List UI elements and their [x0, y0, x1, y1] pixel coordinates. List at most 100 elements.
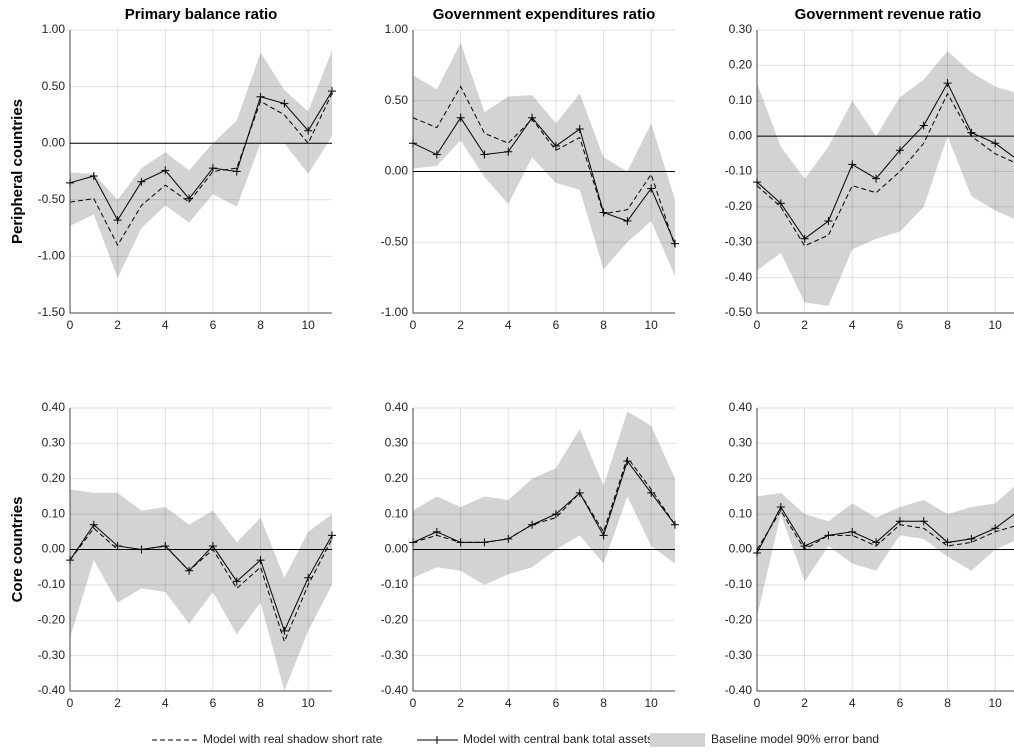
- marker: [137, 177, 146, 186]
- marker: [943, 538, 952, 547]
- x-tick-label: 2: [457, 696, 464, 710]
- y-tick-label: -0.20: [725, 612, 753, 626]
- panel: -0.40 -0.30 -0.20 -0.10 0.00 0.10 0.20 0.30 0.40…: [381, 400, 679, 710]
- line: [412, 456, 676, 543]
- x-tick-label: 8: [600, 696, 607, 710]
- y-tick-label: -0.10: [725, 164, 753, 178]
- line: [756, 506, 1014, 554]
- marker: [824, 531, 833, 540]
- marker: [872, 538, 881, 547]
- marker: [647, 184, 656, 193]
- x-tick-label: 8: [600, 318, 607, 332]
- y-tick-label: -0.40: [725, 683, 753, 697]
- x-tick-label: 6: [210, 696, 217, 710]
- y-tick-label: 0.00: [385, 164, 409, 178]
- marker: [504, 147, 513, 156]
- marker: [89, 520, 98, 529]
- y-tick-label: 0.10: [385, 506, 409, 520]
- y-tick-label: -1.00: [381, 305, 409, 319]
- marker: [208, 541, 217, 550]
- marker: [161, 541, 170, 550]
- marker: [256, 92, 265, 101]
- legend-label: Baseline model 90% error band: [711, 732, 879, 746]
- y-tick-label: -1.50: [38, 305, 66, 319]
- x-tick-label: 10: [989, 696, 1003, 710]
- line: [69, 523, 333, 633]
- y-tick-label: -0.30: [725, 234, 753, 248]
- marker: [480, 538, 489, 547]
- axes-frame: [69, 408, 332, 692]
- marker: [599, 208, 608, 217]
- y-tick-label: 0.50: [42, 79, 66, 93]
- y-tick-label: -0.10: [38, 577, 66, 591]
- axes-frame: [69, 30, 332, 314]
- marker: [943, 79, 952, 88]
- x-tick-label: 0: [67, 696, 74, 710]
- x-tick-label: 4: [162, 318, 169, 332]
- x-tick-label: 2: [457, 318, 464, 332]
- marker: [991, 139, 1000, 148]
- marker: [623, 217, 632, 226]
- marker: [456, 538, 465, 547]
- legend-label: Model with real shadow short rate: [203, 732, 383, 746]
- marker: [776, 199, 785, 208]
- marker: [161, 166, 170, 175]
- marker: [919, 517, 928, 526]
- y-tick-label: -0.30: [381, 648, 409, 662]
- marker: [280, 99, 289, 108]
- marker: [753, 549, 761, 558]
- panel: -1.50 -1.00 -0.50 0.00 0.50 1.00 0 2 4 6 8 10: [38, 22, 336, 332]
- x-tick-label: 4: [849, 696, 856, 710]
- marker: [432, 150, 441, 159]
- x-tick-label: 8: [944, 318, 951, 332]
- marker: [328, 531, 336, 540]
- marker: [304, 126, 313, 135]
- marker: [848, 527, 857, 536]
- y-tick-label: 0.20: [385, 471, 409, 485]
- x-tick-label: 8: [257, 318, 264, 332]
- panel: -0.40 -0.30 -0.20 -0.10 0.00 0.10 0.20 0.30 0.40…: [38, 400, 336, 710]
- marker: [232, 577, 241, 586]
- panel-title: Government revenue ratio: [795, 6, 982, 23]
- marker: [800, 234, 809, 243]
- line: [756, 81, 1014, 240]
- y-tick-label: 0.30: [729, 436, 753, 450]
- y-tick-label: -0.50: [38, 192, 66, 206]
- marker: [480, 150, 489, 159]
- marker: [528, 520, 537, 529]
- x-tick-label: 2: [114, 696, 121, 710]
- line: [412, 116, 676, 244]
- marker: [432, 527, 441, 536]
- line: [69, 93, 333, 247]
- x-tick-label: 10: [645, 696, 659, 710]
- x-tick-label: 10: [302, 318, 316, 332]
- marker: [66, 556, 74, 565]
- marker: [409, 538, 417, 547]
- error-band: [70, 50, 332, 278]
- axes-frame: [756, 30, 1014, 314]
- marker: [623, 457, 632, 466]
- row-label: Peripheral countries: [9, 99, 26, 244]
- marker: [967, 534, 976, 543]
- y-tick-label: -1.00: [38, 249, 66, 263]
- y-tick-label: 0.00: [42, 135, 66, 149]
- y-tick-label: -0.20: [381, 612, 409, 626]
- marker: [185, 566, 194, 575]
- marker: [280, 626, 289, 635]
- x-tick-label: 2: [801, 318, 808, 332]
- marker: [89, 172, 98, 181]
- y-tick-label: 0.40: [42, 400, 66, 414]
- axes-frame: [412, 408, 675, 692]
- x-tick-label: 0: [410, 696, 417, 710]
- panel: -0.50 -0.40 -0.30 -0.20 -0.10 0.00 0.10 0.20 0.3…: [725, 22, 1014, 332]
- marker: [800, 541, 809, 550]
- panel: -0.40 -0.30 -0.20 -0.10 0.00 0.10 0.20 0.30 0.40…: [725, 400, 1014, 710]
- x-tick-label: 4: [505, 318, 512, 332]
- y-tick-label: 0.20: [729, 58, 753, 72]
- marker: [232, 167, 241, 176]
- y-tick-label: -0.50: [725, 305, 753, 319]
- line: [756, 92, 1014, 247]
- marker: [256, 556, 265, 565]
- y-tick-label: 0.20: [729, 471, 753, 485]
- marker: [776, 503, 785, 512]
